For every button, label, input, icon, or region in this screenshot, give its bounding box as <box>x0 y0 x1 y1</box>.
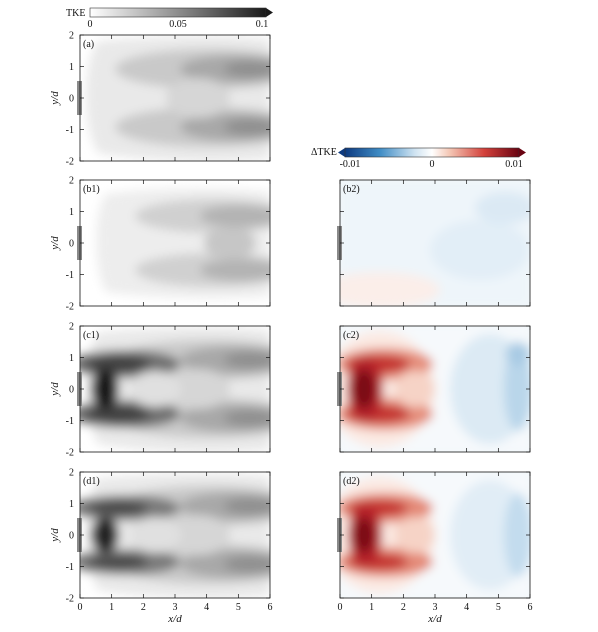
panel-b2: (b2) <box>337 179 531 307</box>
y-tick-label: 1 <box>69 353 74 364</box>
y-tick-label: -1 <box>66 416 74 427</box>
delta-tke-colorbar-label: ΔTKE <box>311 147 337 158</box>
y-tick-label: 1 <box>69 62 74 73</box>
delta-tke-colorbar-tick: 0 <box>430 159 435 170</box>
tke-colorbar: TKE 0 0.05 0.1 <box>66 7 273 30</box>
x-tick-label: 1 <box>109 602 114 613</box>
cylinder-marker <box>77 372 82 406</box>
x-tick-label: 5 <box>496 602 501 613</box>
panel-d2: (d2) 0 1 2 3 4 5 6 x/d <box>337 471 533 625</box>
x-tick-label: 0 <box>338 602 343 613</box>
contour-field <box>340 180 530 306</box>
cylinder-marker <box>77 518 82 552</box>
y-tick-label: -2 <box>66 302 74 313</box>
y-tick-label: 2 <box>69 31 74 42</box>
tke-colorbar-label: TKE <box>66 8 85 19</box>
y-tick-label: -2 <box>66 157 74 168</box>
cylinder-marker <box>77 226 82 260</box>
cylinder-marker <box>77 81 82 115</box>
x-axis-label: x/d <box>427 613 442 625</box>
contour-field <box>80 180 270 306</box>
y-axis-label: y/d <box>49 236 61 251</box>
y-tick-label: -1 <box>66 270 74 281</box>
x-tick-label: 1 <box>369 602 374 613</box>
x-tick-label: 6 <box>268 602 273 613</box>
tke-colorbar-tick: 0.1 <box>256 19 269 30</box>
y-tick-label: 1 <box>69 207 74 218</box>
delta-tke-colorbar-tick: -0.01 <box>340 159 361 170</box>
y-tick-label: 2 <box>69 176 74 187</box>
delta-tke-colorbar-arrow-right <box>519 148 526 157</box>
delta-tke-colorbar-arrow-left <box>338 148 345 157</box>
panel-c1: (c1) 2 1 0 -1 -2 y/d <box>49 322 271 459</box>
tke-colorbar-bar <box>89 7 267 18</box>
panel-a: (a) 2 1 0 -1 -2 y/d <box>49 31 271 168</box>
y-tick-label: 2 <box>69 322 74 333</box>
contour-field <box>80 35 270 161</box>
contour-field <box>340 472 530 598</box>
panel-label: (c1) <box>83 330 99 341</box>
x-tick-label: 5 <box>236 602 241 613</box>
cylinder-marker <box>337 226 342 260</box>
y-axis-label: y/d <box>49 382 61 397</box>
y-tick-label: -2 <box>66 448 74 459</box>
panels: (a) 2 1 0 -1 -2 y/d (b1) 2 1 0 -1 -2 y/d (b2) (c1) 2 1 0 -1… <box>49 31 533 626</box>
y-tick-label: -1 <box>66 562 74 573</box>
y-tick-label: 0 <box>69 94 74 105</box>
x-tick-label: 2 <box>141 602 146 613</box>
contour-field <box>340 326 530 452</box>
panel-c2: (c2) <box>337 325 531 453</box>
tke-colorbar-arrow <box>266 8 273 17</box>
y-axis-label: y/d <box>49 91 61 106</box>
contour-field <box>80 472 270 598</box>
delta-tke-colorbar-tick: 0.01 <box>505 159 523 170</box>
x-tick-label: 3 <box>173 602 178 613</box>
x-tick-label: 4 <box>464 602 469 613</box>
x-tick-label: 4 <box>204 602 209 613</box>
x-axis-label: x/d <box>167 613 182 625</box>
tke-colorbar-tick: 0.05 <box>169 19 187 30</box>
x-tick-label: 0 <box>78 602 83 613</box>
cylinder-marker <box>337 372 342 406</box>
delta-tke-colorbar: ΔTKE -0.01 0 0.01 <box>311 147 526 170</box>
x-tick-label: 3 <box>433 602 438 613</box>
panel-label: (d1) <box>83 476 100 487</box>
panel-label: (b2) <box>343 184 360 195</box>
y-tick-label: 2 <box>69 468 74 479</box>
panel-label: (c2) <box>343 330 359 341</box>
y-tick-label: 0 <box>69 385 74 396</box>
x-tick-label: 2 <box>401 602 406 613</box>
y-axis-label: y/d <box>49 528 61 543</box>
delta-tke-colorbar-bar <box>344 147 520 158</box>
y-tick-label: -1 <box>66 125 74 136</box>
y-tick-label: -2 <box>66 594 74 605</box>
panel-label: (d2) <box>343 476 360 487</box>
y-tick-label: 1 <box>69 499 74 510</box>
panel-label: (b1) <box>83 184 100 195</box>
contour-field <box>80 326 270 452</box>
panel-label: (a) <box>83 39 94 50</box>
panel-d1: (d1) 2 1 0 -1 -2 0 1 2 3 4 5 6 y/d x/d <box>49 468 273 626</box>
y-tick-label: 0 <box>69 239 74 250</box>
cylinder-marker <box>337 518 342 552</box>
x-tick-label: 6 <box>528 602 533 613</box>
panel-b1: (b1) 2 1 0 -1 -2 y/d <box>49 176 271 313</box>
y-tick-label: 0 <box>69 531 74 542</box>
tke-colorbar-tick: 0 <box>88 19 93 30</box>
